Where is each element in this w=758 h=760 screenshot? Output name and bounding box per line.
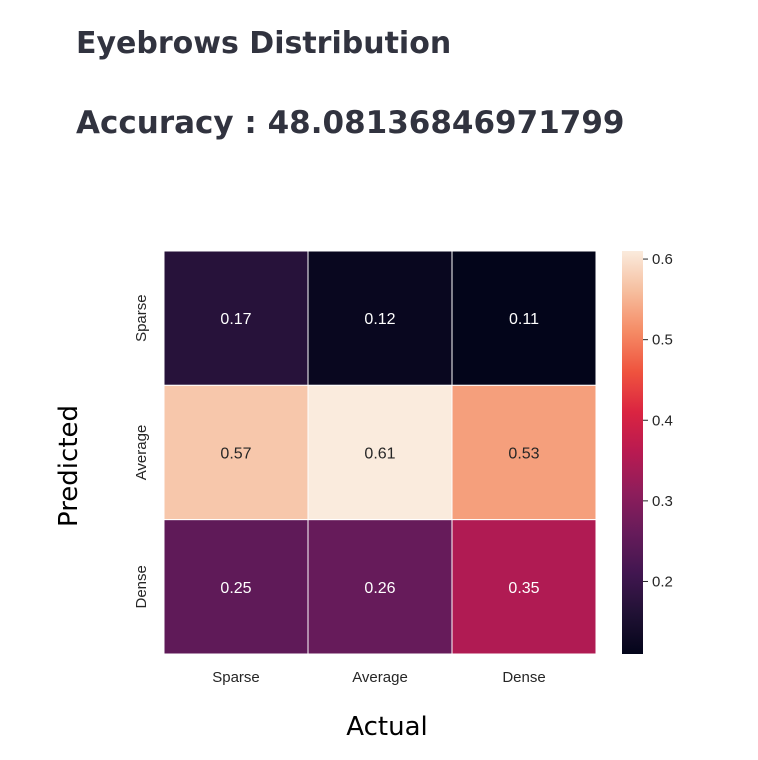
- colorbar-tick-label: 0.4: [652, 412, 673, 429]
- heatmap-cell-dense-average: [307, 519, 453, 655]
- x-tick-label-dense: Dense: [502, 669, 545, 686]
- x-tick-label-sparse: Sparse: [212, 669, 260, 686]
- colorbar-tick-label: 0.6: [652, 251, 673, 268]
- colorbar-ticks: 0.2 0.3 0.4 0.5 0.6: [643, 251, 673, 590]
- cell-value-label: 0.26: [364, 580, 395, 597]
- cell-value-label: 0.17: [220, 311, 251, 328]
- y-tick-labels: Sparse Average Dense: [133, 294, 150, 608]
- x-axis-label: Actual: [346, 712, 427, 742]
- cell-value-label: 0.11: [509, 311, 539, 328]
- heatmap-cell-average-average: [307, 384, 453, 521]
- heatmap-cell-average-sparse: [163, 384, 309, 521]
- heatmap-cell-average-dense: [451, 384, 597, 521]
- cell-value-label: 0.35: [508, 580, 539, 597]
- cell-value-label: 0.12: [364, 311, 395, 328]
- x-tick-labels: Sparse Average Dense: [212, 669, 545, 686]
- cell-value-label: 0.57: [220, 446, 251, 463]
- y-tick-label-sparse: Sparse: [133, 294, 150, 342]
- heatmap-cell-dense-dense: [451, 519, 597, 655]
- accuracy-text: Accuracy : 48.08136846971799: [76, 105, 625, 141]
- colorbar-tick-label: 0.2: [652, 573, 673, 590]
- cell-value-label: 0.53: [508, 446, 539, 463]
- x-tick-label-average: Average: [352, 669, 408, 686]
- colorbar-tick-label: 0.3: [652, 493, 673, 510]
- colorbar: 0.2 0.3 0.4 0.5 0.6: [622, 251, 673, 654]
- colorbar-tick-label: 0.5: [652, 332, 673, 349]
- y-axis-label: Predicted: [54, 405, 84, 527]
- y-tick-label-dense: Dense: [133, 565, 150, 608]
- heatmap-cell-labels: 0.17 0.12 0.11 0.57 0.61 0.53 0.25 0.26 0.35: [220, 311, 539, 597]
- colorbar-gradient: [622, 251, 643, 654]
- page-title: Eyebrows Distribution: [76, 26, 452, 61]
- heatmap-cell-sparse-dense: [451, 250, 597, 386]
- cell-value-label: 0.61: [364, 446, 395, 463]
- heatmap-cell-dense-sparse: [163, 519, 309, 655]
- heatmap-cells: [163, 250, 597, 655]
- cell-value-label: 0.25: [220, 580, 251, 597]
- y-tick-label-average: Average: [133, 425, 150, 481]
